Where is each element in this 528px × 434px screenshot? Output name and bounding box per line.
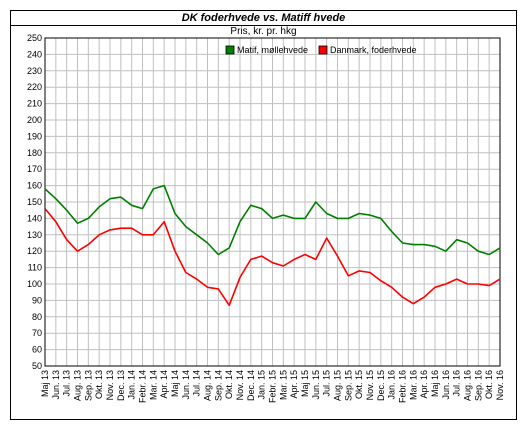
y-tick-label: 50: [32, 361, 42, 371]
y-tick-label: 240: [27, 49, 42, 59]
y-tick-label: 90: [32, 295, 42, 305]
x-tick-label: Jun. 15: [311, 370, 321, 400]
plot-border: [44, 37, 501, 367]
x-tick-label: Dec. 13: [116, 370, 126, 401]
y-tick-label: 140: [27, 213, 42, 223]
y-tick-label: 150: [27, 197, 42, 207]
chart-frame: DK foderhvede vs. Matiff hvede Pris, kr.…: [10, 10, 517, 420]
x-tick-label: Apr. 16: [419, 370, 429, 399]
x-tick-label: Okt. 16: [484, 370, 494, 399]
x-tick-label: Febr. 14: [138, 370, 148, 403]
series-line-1: [44, 184, 501, 256]
x-tick-label: Jul. 13: [62, 370, 72, 397]
x-tick-label: Febr. 16: [398, 370, 408, 403]
x-tick-label: Dec. 14: [246, 370, 256, 401]
y-tick-label: 250: [27, 33, 42, 43]
y-tick-label: 190: [27, 131, 42, 141]
y-tick-label: 120: [27, 246, 42, 256]
y-tick-label: 180: [27, 148, 42, 158]
x-tick-label: Febr. 15: [268, 370, 278, 403]
x-tick-label: Nov. 16: [495, 370, 505, 400]
series-line-2: [44, 208, 501, 307]
x-tick-label: Aug. 14: [203, 370, 213, 401]
legend-swatch-2: [318, 45, 328, 55]
x-tick-label: Maj 16: [430, 370, 440, 397]
x-tick-label: Okt. 15: [354, 370, 364, 399]
x-tick-label: Jul. 15: [322, 370, 332, 397]
x-tick-label: Nov. 15: [365, 370, 375, 400]
y-tick-label: 220: [27, 82, 42, 92]
x-tick-label: Mar. 15: [278, 370, 288, 400]
legend-label-2: Danmark, foderhvede: [330, 45, 417, 55]
x-tick-label: Okt. 13: [94, 370, 104, 399]
x-tick-label: Dec. 15: [376, 370, 386, 401]
chart-title: DK foderhvede vs. Matiff hvede: [11, 11, 516, 26]
y-tick-label: 60: [32, 345, 42, 355]
x-tick-label: Sep. 14: [213, 370, 223, 401]
x-tick-label: Jan. 15: [257, 370, 267, 400]
y-tick-label: 200: [27, 115, 42, 125]
x-tick-label: Sep. 15: [343, 370, 353, 401]
y-tick-label: 170: [27, 164, 42, 174]
x-tick-label: Jan. 14: [127, 370, 137, 400]
x-tick-label: Maj 15: [300, 370, 310, 397]
x-tick-label: Jun. 14: [181, 370, 191, 400]
x-tick-label: Jul. 14: [192, 370, 202, 397]
legend-label-1: Matif, møllehvede: [237, 45, 308, 55]
y-tick-label: 160: [27, 181, 42, 191]
x-tick-label: Mar. 14: [148, 370, 158, 400]
x-tick-label: Maj 13: [40, 370, 50, 397]
x-tick-label: Apr. 15: [289, 370, 299, 399]
y-tick-label: 70: [32, 328, 42, 338]
y-tick-label: 80: [32, 312, 42, 322]
y-tick-label: 100: [27, 279, 42, 289]
line-chart: 50 60 70 80 90 100 110 120 130 140 150 160 170 180 190…: [27, 33, 505, 403]
x-tick-label: Jan. 16: [387, 370, 397, 400]
x-tick-label: Aug. 16: [463, 370, 473, 401]
x-tick-label: Jun. 13: [51, 370, 61, 400]
x-tick-label: Aug. 15: [333, 370, 343, 401]
x-tick-label: Aug. 13: [73, 370, 83, 401]
x-tick-label: Apr. 14: [159, 370, 169, 399]
x-tick-label: Jun. 16: [441, 370, 451, 400]
y-tick-label: 130: [27, 230, 42, 240]
y-tick-label: 210: [27, 99, 42, 109]
x-tick-label: Maj 14: [170, 370, 180, 397]
x-tick-label: Nov. 14: [235, 370, 245, 400]
y-tick-label: 110: [28, 263, 42, 273]
x-tick-label: Sep. 13: [83, 370, 93, 401]
chart-subtitle: Pris, kr. pr. hkg: [230, 26, 297, 37]
x-tick-label: Mar. 16: [408, 370, 418, 400]
y-tick-label: 230: [27, 66, 42, 76]
x-tick-label: Jul. 16: [452, 370, 462, 397]
x-tick-label: Nov. 13: [105, 370, 115, 400]
x-tick-label: Okt. 14: [224, 370, 234, 399]
x-tick-label: Sep. 16: [473, 370, 483, 401]
legend-swatch-1: [225, 45, 235, 55]
